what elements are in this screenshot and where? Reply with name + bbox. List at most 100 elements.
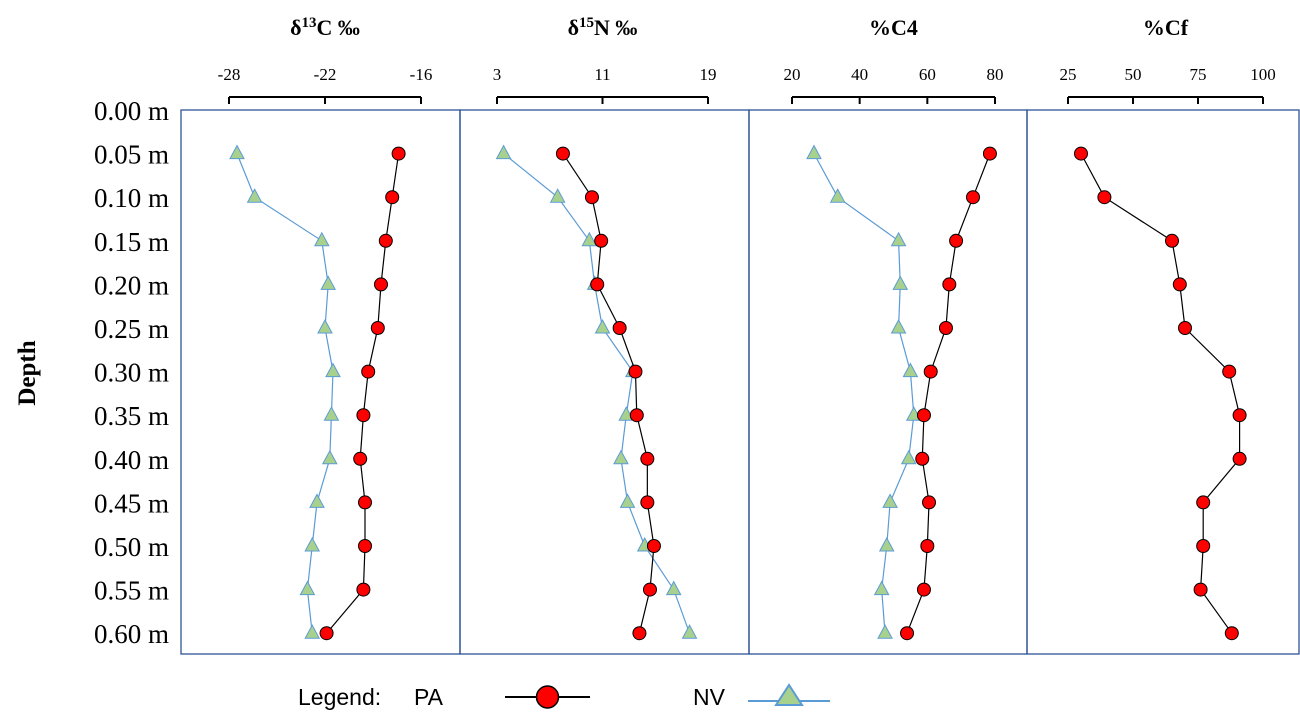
legend-marker-pa	[535, 685, 560, 709]
data-point-pa	[356, 408, 371, 423]
data-point-pa	[361, 364, 376, 379]
data-point-nv	[309, 493, 325, 508]
data-point-pa	[942, 277, 957, 292]
data-point-pa	[629, 408, 644, 423]
data-point-pa	[358, 495, 372, 510]
data-point-nv	[619, 493, 636, 508]
depth-tick-label: 0.10 m	[94, 183, 169, 213]
x-tick-label: -16	[410, 65, 433, 84]
data-point-nv	[877, 624, 893, 639]
series-pa	[555, 146, 661, 641]
panels: δ13C ‰ -28 -22 -16 δ15N ‰ 3 11 19 %C4 20 40 60 80 %Cf…	[180, 15, 1300, 655]
depth-tick-label: 0.05 m	[94, 140, 169, 170]
x-tick-label: -22	[314, 65, 337, 84]
x-tick-label: 60	[919, 65, 936, 84]
series-line-nv	[236, 153, 334, 634]
data-point-pa	[1222, 364, 1237, 379]
panel-title: δ13C ‰	[290, 15, 360, 40]
data-point-pa	[640, 451, 655, 466]
data-point-pa	[319, 626, 334, 641]
x-tick-label: 50	[1125, 65, 1142, 84]
data-point-pa	[915, 451, 930, 466]
panel-title: δ15N ‰	[568, 15, 638, 40]
data-point-nv	[321, 449, 338, 465]
data-point-pa	[385, 190, 400, 205]
data-point-pa	[1196, 495, 1211, 510]
depth-tick-label: 0.50 m	[94, 532, 169, 562]
data-point-nv	[317, 318, 333, 334]
series-pa	[1074, 146, 1247, 641]
data-point-nv	[323, 406, 340, 421]
data-point-pa	[1165, 233, 1179, 248]
data-point-pa	[632, 626, 647, 641]
legend-label: Legend:	[298, 684, 381, 710]
panel-frame	[180, 109, 461, 655]
legend-entry-pa: PA	[414, 684, 444, 710]
data-point-nv	[304, 536, 321, 552]
data-point-nv	[613, 449, 629, 465]
data-point-pa	[353, 451, 368, 466]
data-point-nv	[229, 144, 245, 160]
panel-1: δ13C ‰ -28 -22 -16	[180, 15, 461, 655]
data-point-pa	[628, 364, 643, 379]
data-point-nv	[900, 449, 917, 465]
series-line-pa	[562, 153, 655, 634]
depth-tick-label: 0.60 m	[94, 619, 169, 649]
data-point-nv	[829, 188, 846, 203]
data-point-pa	[920, 539, 935, 553]
data-point-pa	[584, 190, 599, 205]
data-point-nv	[549, 188, 566, 203]
data-point-pa	[949, 233, 964, 248]
depth-tick-label: 0.55 m	[94, 576, 169, 606]
data-point-pa	[646, 539, 661, 553]
data-point-pa	[640, 495, 655, 510]
depth-tick-label: 0.35 m	[94, 401, 169, 431]
panel-title: %Cf	[1143, 15, 1189, 40]
panel-3: %C4 20 40 60 80	[748, 15, 1028, 655]
legend-marker-nv	[774, 683, 804, 706]
data-point-pa	[378, 233, 393, 248]
data-point-pa	[374, 277, 388, 292]
panel-2: δ15N ‰ 3 11 19	[459, 15, 750, 655]
series-line-nv	[813, 153, 915, 634]
depth-tick-label: 0.30 m	[94, 358, 169, 388]
series-line-pa	[326, 153, 400, 634]
depth-tick-label: 0.40 m	[94, 445, 169, 475]
depth-tick-label: 0.20 m	[94, 270, 169, 300]
data-point-nv	[594, 318, 611, 334]
depth-tick-label: 0.15 m	[94, 227, 169, 257]
data-point-nv	[665, 580, 682, 596]
data-point-pa	[982, 146, 997, 161]
data-point-pa	[966, 190, 981, 205]
depth-axis: 0.00 m 0.05 m 0.10 m 0.15 m 0.20 m 0.25 m 0.30…	[94, 96, 169, 649]
data-point-nv	[806, 144, 822, 160]
data-point-nv	[246, 188, 263, 203]
x-tick-label: 100	[1250, 65, 1276, 84]
data-point-pa	[391, 146, 406, 161]
data-point-pa	[1224, 626, 1239, 641]
data-point-pa	[916, 408, 931, 423]
data-point-pa	[358, 539, 372, 553]
x-tick-label: -28	[218, 65, 241, 84]
data-point-pa	[938, 321, 953, 335]
x-tick-label: 3	[493, 65, 502, 84]
panel-frame	[1026, 109, 1300, 655]
x-tick-label: 75	[1190, 65, 1207, 84]
data-point-nv	[320, 275, 337, 290]
data-point-nv	[581, 231, 598, 247]
data-point-pa	[900, 626, 915, 641]
x-tick-label: 40	[851, 65, 868, 84]
depth-tick-label: 0.45 m	[94, 488, 169, 518]
series-line-pa	[906, 153, 991, 634]
data-point-pa	[594, 233, 609, 248]
series-pa	[900, 146, 997, 641]
data-point-nv	[902, 362, 919, 378]
legend-entry-nv: NV	[693, 684, 726, 710]
data-point-nv	[495, 144, 512, 160]
panel-frame	[748, 109, 1028, 655]
panel-frame	[459, 109, 750, 655]
data-point-pa	[642, 582, 657, 597]
data-point-pa	[1074, 146, 1088, 161]
series-line-pa	[1080, 153, 1241, 634]
data-point-pa	[1178, 321, 1192, 335]
